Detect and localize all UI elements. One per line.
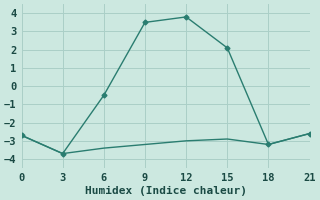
X-axis label: Humidex (Indice chaleur): Humidex (Indice chaleur) xyxy=(84,186,246,196)
